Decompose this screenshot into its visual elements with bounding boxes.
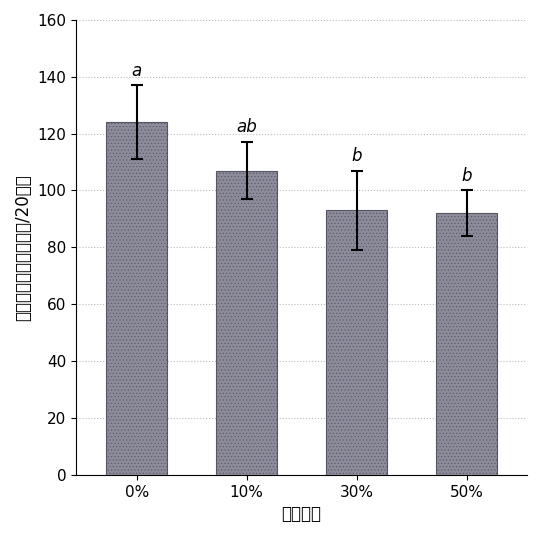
Bar [216,171,277,475]
Bar [437,213,497,475]
Bar [326,211,387,475]
Bar [107,122,167,475]
X-axis label: 间作比例: 间作比例 [282,505,322,523]
Text: a: a [131,62,142,79]
Text: b: b [461,167,472,185]
Text: ab: ab [236,119,257,136]
Y-axis label: 小菜蛾的平均数量（头/20株）: 小菜蛾的平均数量（头/20株） [14,174,32,321]
Text: b: b [352,147,362,165]
